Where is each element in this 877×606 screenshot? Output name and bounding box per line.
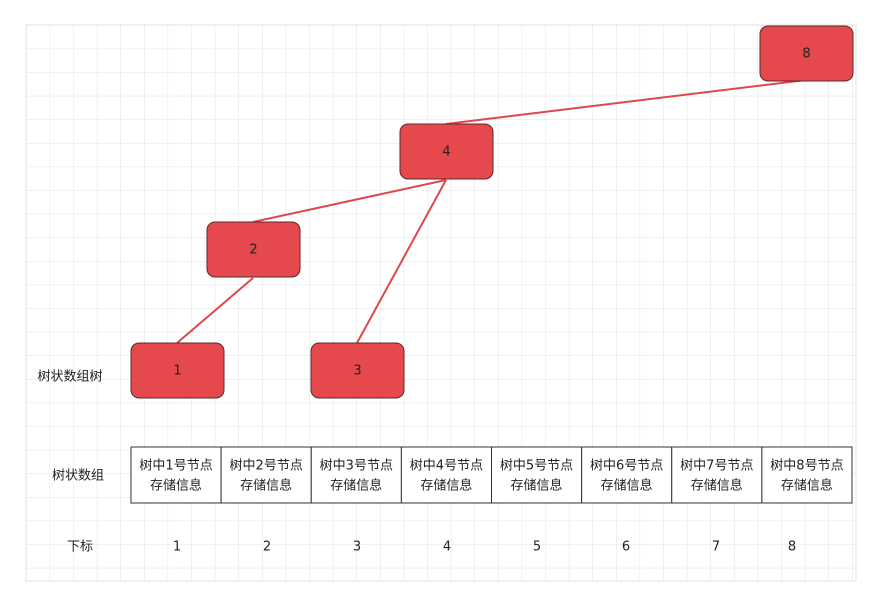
array-cell — [491, 446, 583, 504]
index-value: 7 — [712, 540, 720, 555]
edges — [176, 79, 807, 344]
cell-text: 树中1号节点 — [139, 459, 212, 474]
tree-node — [206, 221, 301, 278]
array-cell — [310, 446, 402, 504]
index-value: 2 — [263, 540, 271, 555]
cell-text: 存储信息 — [150, 478, 202, 494]
cell-text: 存储信息 — [781, 478, 833, 494]
array-cell — [671, 446, 763, 504]
tree-label: 树状数组树 — [37, 370, 102, 385]
node-label: 4 — [442, 145, 450, 160]
tree-node — [310, 342, 405, 399]
index-value: 3 — [353, 540, 361, 555]
edge — [252, 179, 447, 223]
index-value: 5 — [533, 540, 541, 555]
index-value: 8 — [788, 540, 796, 555]
array-cell — [581, 446, 673, 504]
array-cell — [761, 446, 853, 504]
cell-text: 树中3号节点 — [320, 459, 393, 474]
cell-text: 存储信息 — [330, 478, 382, 494]
tree-node — [759, 25, 854, 82]
cell-text: 树中5号节点 — [500, 459, 573, 474]
node-label: 8 — [802, 47, 810, 62]
index-value: 6 — [622, 540, 630, 555]
tree-node — [399, 123, 494, 180]
cell-text: 树中4号节点 — [410, 459, 483, 474]
cell-text: 树中8号节点 — [770, 459, 843, 474]
cell-text: 存储信息 — [601, 478, 653, 494]
cell-text: 树中6号节点 — [590, 459, 663, 474]
cell-text: 存储信息 — [511, 478, 563, 494]
edge — [176, 277, 254, 344]
node-label: 1 — [173, 364, 181, 379]
node-label: 2 — [249, 243, 257, 258]
edge — [356, 179, 447, 344]
tree-node — [130, 342, 225, 399]
array-cell — [400, 446, 492, 504]
array-cell — [130, 446, 222, 504]
cell-text: 树中7号节点 — [680, 459, 753, 474]
array-label: 树状数组 — [52, 469, 104, 484]
array-cell — [220, 446, 312, 504]
index-value: 1 — [173, 540, 181, 555]
edge — [445, 79, 807, 125]
cell-text: 存储信息 — [420, 478, 472, 494]
cell-text: 存储信息 — [691, 478, 743, 494]
index-label: 下标 — [67, 540, 93, 555]
cell-text: 树中2号节点 — [230, 459, 303, 474]
cell-text: 存储信息 — [240, 478, 292, 494]
index-value: 4 — [443, 540, 451, 555]
node-label: 3 — [353, 364, 361, 379]
